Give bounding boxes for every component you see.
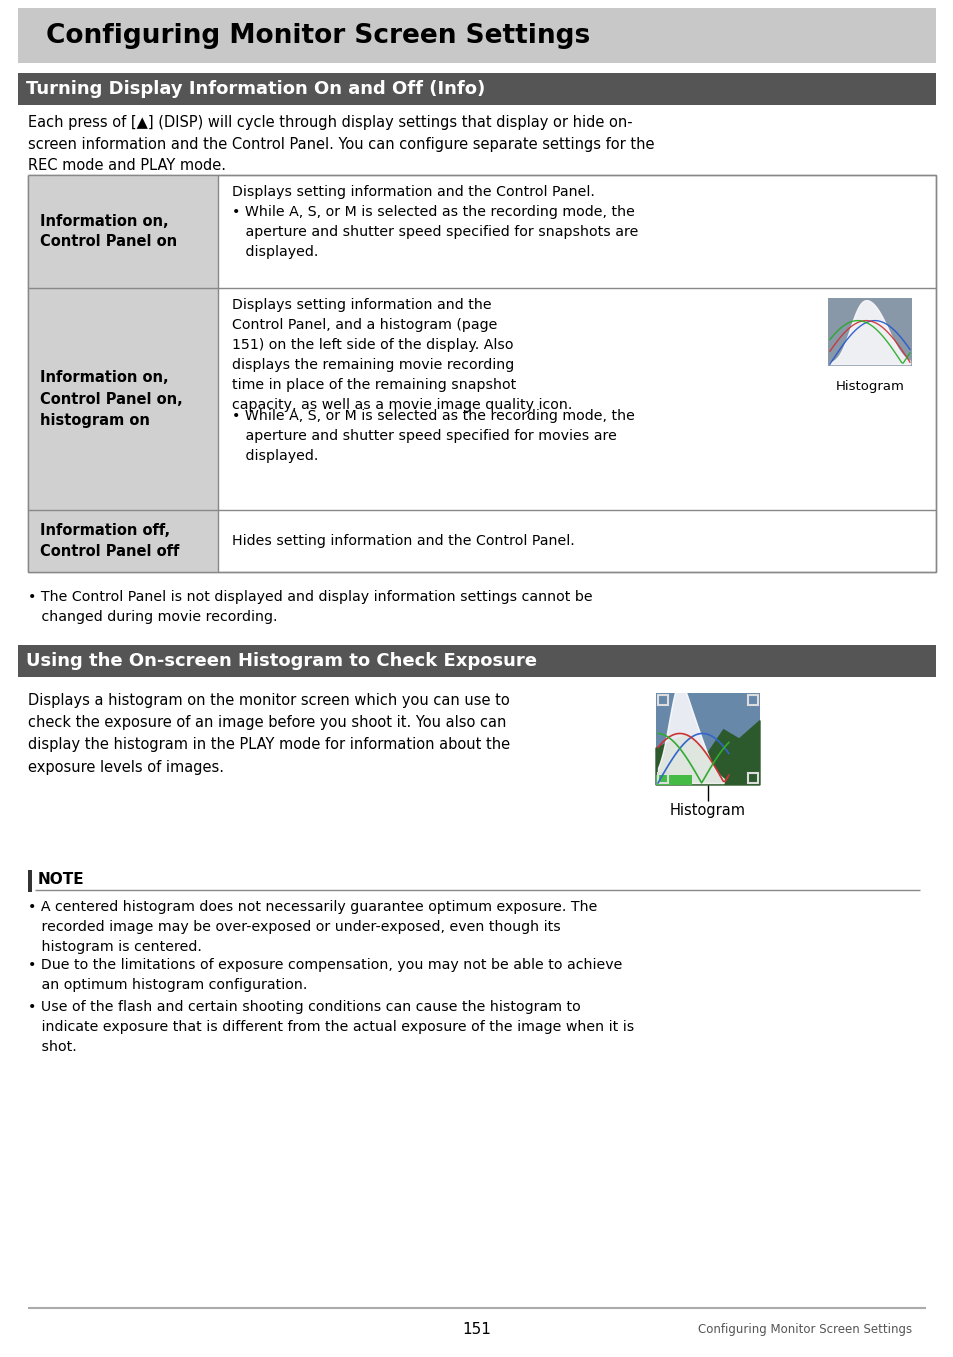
Bar <box>28 175 218 288</box>
Bar <box>827 299 911 366</box>
Text: • Due to the limitations of exposure compensation, you may not be able to achiev: • Due to the limitations of exposure com… <box>28 958 621 992</box>
Text: • While A, S, or M is selected as the recording mode, the
   aperture and shutte: • While A, S, or M is selected as the re… <box>232 408 634 463</box>
Text: Hides setting information and the Control Panel.: Hides setting information and the Contro… <box>232 535 574 548</box>
Bar <box>747 695 758 706</box>
Bar <box>28 510 218 573</box>
Bar <box>28 870 32 892</box>
Polygon shape <box>656 721 760 784</box>
Text: Using the On-screen Histogram to Check Exposure: Using the On-screen Histogram to Check E… <box>26 651 537 670</box>
Text: Turning Display Information On and Off (Info): Turning Display Information On and Off (… <box>26 80 485 98</box>
Text: Displays setting information and the Control Panel.
• While A, S, or M is select: Displays setting information and the Con… <box>232 185 638 259</box>
Text: Information on,
Control Panel on,
histogram on: Information on, Control Panel on, histog… <box>40 370 183 427</box>
Text: Information on,
Control Panel on: Information on, Control Panel on <box>40 213 177 250</box>
Bar <box>28 288 218 510</box>
Text: Displays a histogram on the monitor screen which you can use to
check the exposu: Displays a histogram on the monitor scre… <box>28 693 510 775</box>
Bar <box>18 645 935 677</box>
Bar <box>658 773 667 783</box>
Text: • Use of the flash and certain shooting conditions can cause the histogram to
  : • Use of the flash and certain shooting … <box>28 1000 634 1054</box>
Text: NOTE: NOTE <box>38 873 85 887</box>
Text: Information off,
Control Panel off: Information off, Control Panel off <box>40 522 179 559</box>
Bar <box>28 175 935 573</box>
Text: Histogram: Histogram <box>835 380 903 394</box>
Bar <box>747 773 758 783</box>
Text: • The Control Panel is not displayed and display information settings cannot be
: • The Control Panel is not displayed and… <box>28 590 592 624</box>
Bar <box>658 695 667 706</box>
Bar <box>656 693 760 784</box>
Text: 151: 151 <box>462 1323 491 1338</box>
Bar <box>656 775 692 784</box>
Text: Configuring Monitor Screen Settings: Configuring Monitor Screen Settings <box>698 1323 911 1337</box>
Text: Each press of [▲] (DISP) will cycle through display settings that display or hid: Each press of [▲] (DISP) will cycle thro… <box>28 115 654 174</box>
Text: Displays setting information and the
Control Panel, and a histogram (page
151) o: Displays setting information and the Con… <box>232 299 572 413</box>
Text: Histogram: Histogram <box>669 803 745 818</box>
Text: Configuring Monitor Screen Settings: Configuring Monitor Screen Settings <box>46 23 590 49</box>
Bar <box>18 8 935 62</box>
Bar <box>18 73 935 104</box>
Text: • A centered histogram does not necessarily guarantee optimum exposure. The
   r: • A centered histogram does not necessar… <box>28 900 597 954</box>
